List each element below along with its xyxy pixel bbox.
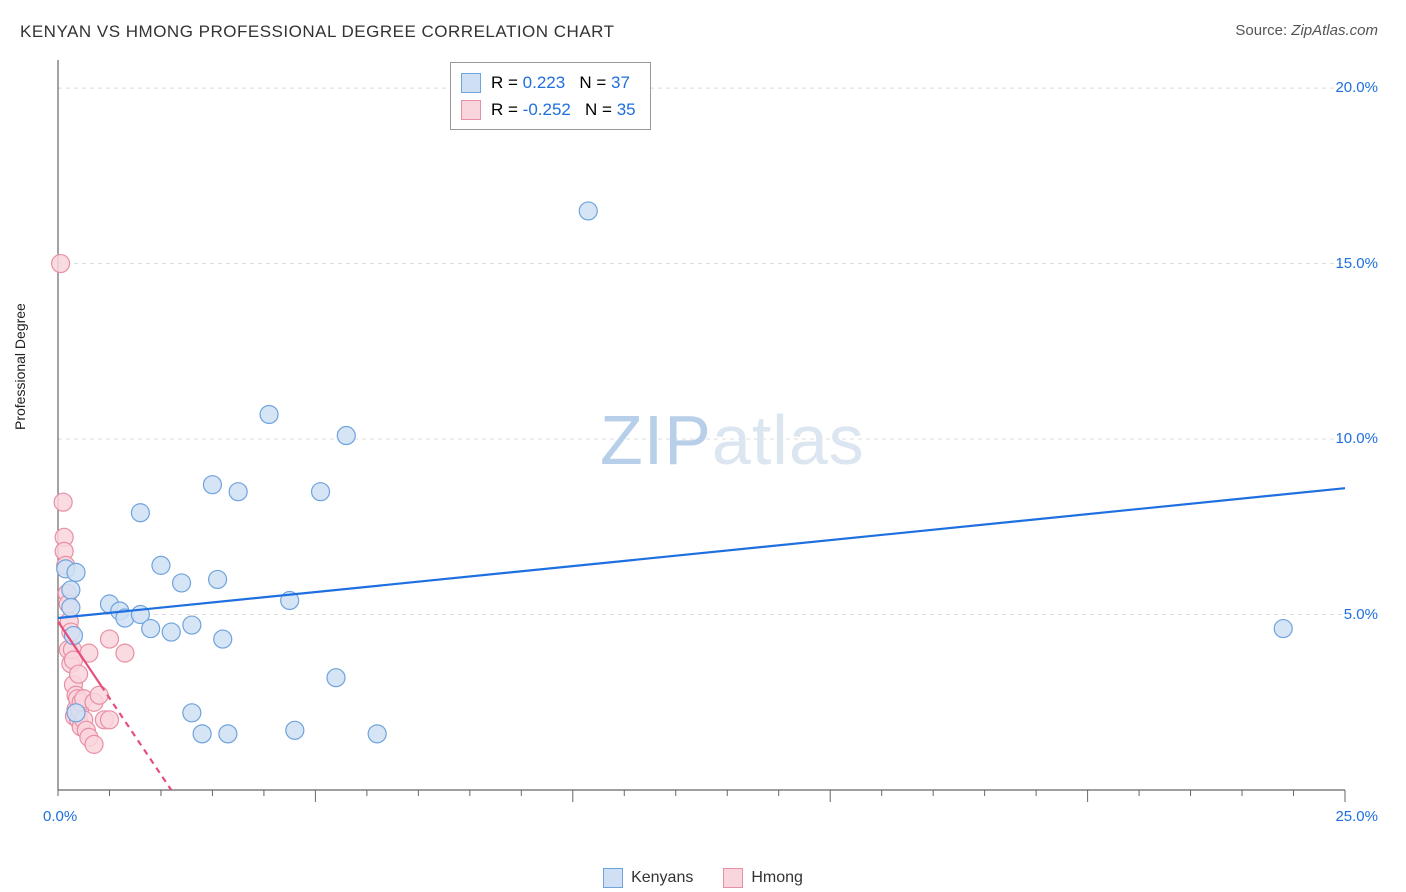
legend-swatch (723, 868, 743, 888)
x-tick-label: 25.0% (1335, 808, 1378, 825)
stats-text: R = -0.252 N = 35 (491, 96, 636, 123)
stats-text: R = 0.223 N = 37 (491, 69, 630, 96)
source-value: ZipAtlas.com (1291, 22, 1378, 39)
source-attribution: Source: ZipAtlas.com (1235, 22, 1378, 39)
y-axis-label: Professional Degree (12, 303, 28, 430)
series-legend: Kenyans Hmong (0, 868, 1406, 888)
series-swatch (461, 100, 481, 120)
stats-row: R = -0.252 N = 35 (461, 96, 636, 123)
correlation-stats-box: R = 0.223 N = 37R = -0.252 N = 35 (450, 62, 651, 130)
legend-item: Hmong (723, 868, 803, 888)
y-tick-label: 15.0% (1335, 255, 1378, 272)
x-tick-label: 0.0% (43, 808, 77, 825)
stats-row: R = 0.223 N = 37 (461, 69, 636, 96)
scatter-chart-svg (50, 60, 1370, 830)
legend-label: Hmong (751, 869, 803, 887)
legend-item: Kenyans (603, 868, 693, 888)
y-tick-label: 10.0% (1335, 430, 1378, 447)
legend-label: Kenyans (631, 869, 693, 887)
chart-title: KENYAN VS HMONG PROFESSIONAL DEGREE CORR… (20, 22, 615, 42)
chart-plot-area (50, 60, 1370, 830)
legend-swatch (603, 868, 623, 888)
series-swatch (461, 73, 481, 93)
source-label: Source: (1235, 22, 1287, 39)
y-tick-label: 5.0% (1344, 606, 1378, 623)
y-tick-label: 20.0% (1335, 79, 1378, 96)
